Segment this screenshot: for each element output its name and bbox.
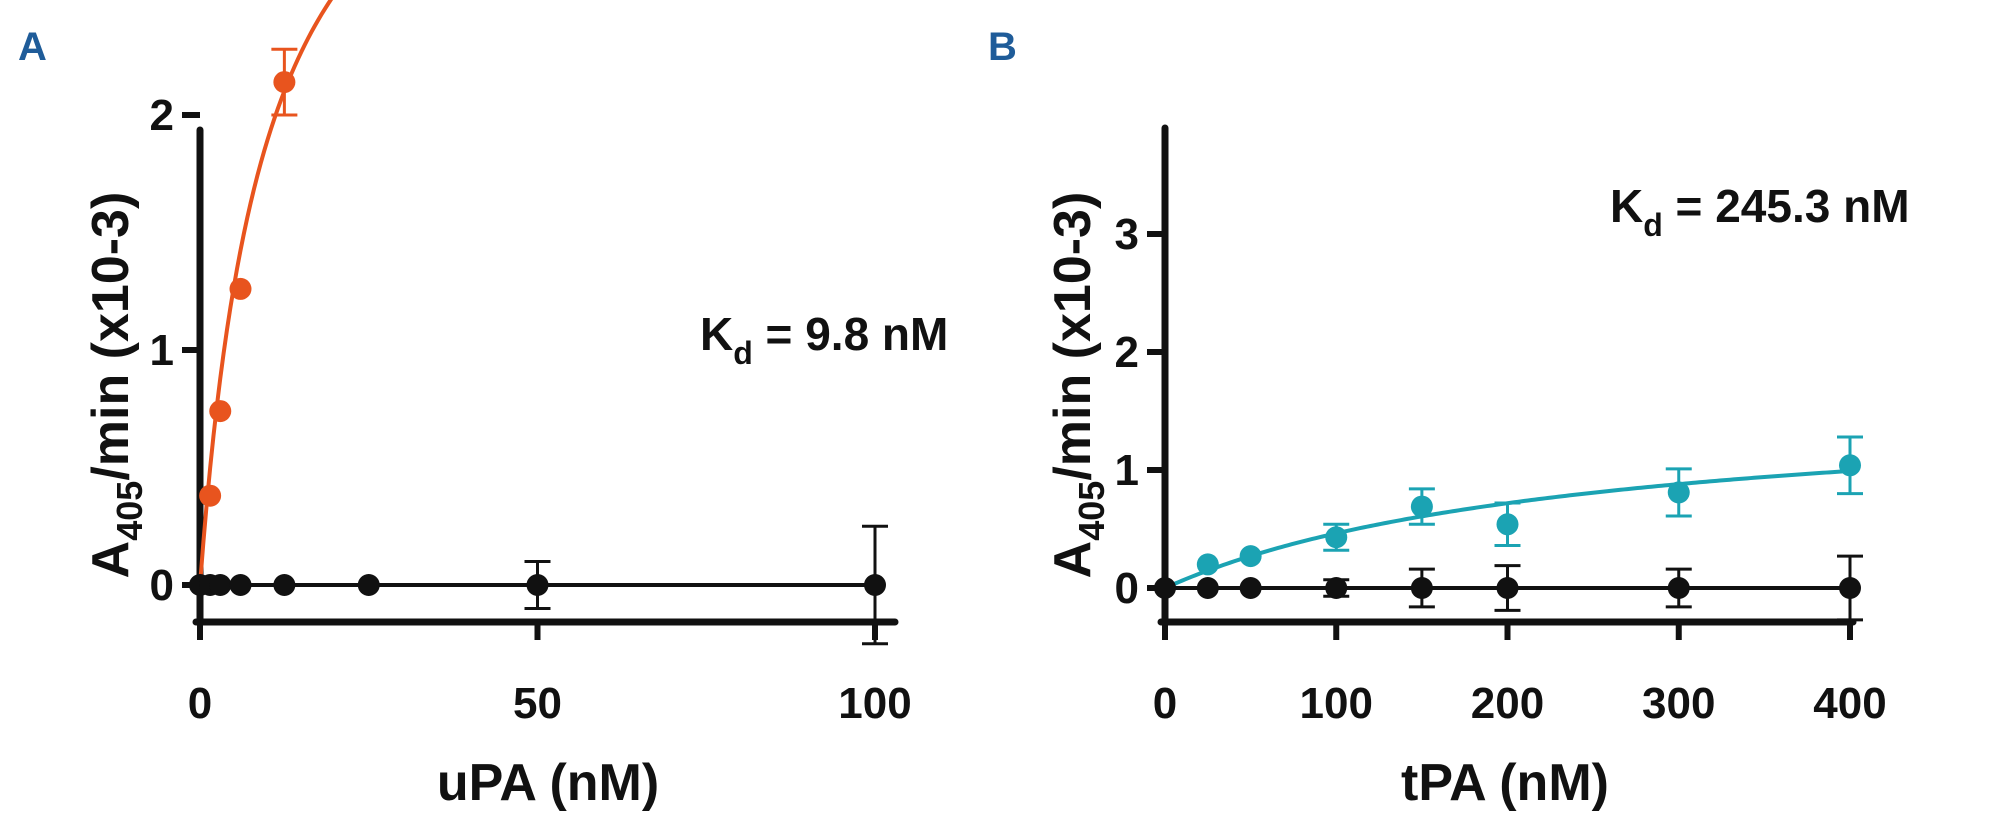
x-tick-label: 0 [1153,679,1177,728]
specific-point [1410,495,1433,518]
y-axis-label-base: A [1044,541,1102,579]
x-tick-label: 0 [188,679,212,728]
kd-value: = 245.3 nM [1663,180,1910,232]
control-point [1496,577,1519,599]
specific-point [273,71,296,94]
kd-annotation: Kd = 9.8 nM [700,308,948,371]
y-axis-label-sub: 405 [1071,481,1112,541]
x-tick-label: 50 [513,679,562,728]
x-axis-label: tPA (nM) [1401,754,1609,812]
specific-point [1325,526,1348,549]
specific-point [1496,513,1519,536]
kd-symbol: K [700,308,733,360]
specific-point [1667,481,1690,504]
y-tick-label: 3 [1115,210,1139,259]
chart-a: 0123050100uPA (nM)A405/min (x10-3)Kd = 9… [82,0,948,812]
control-point [1667,577,1690,599]
control-point [209,574,232,596]
x-tick-label: 300 [1642,679,1715,728]
control-point [1839,577,1861,599]
chart-b: 0 1 2 3 0 100 200 300 400 tPA (nM) A405/min (x10-3… [1044,124,1910,812]
control-point [864,574,886,596]
specific-point [1839,454,1861,477]
y-axis-label: A405/min (x10-3) [82,192,150,579]
kd-annotation: Kd = 245.3 nM [1610,180,1910,243]
control-point [229,574,252,596]
control-point [1196,577,1219,599]
y-axis-label: A405/min (x10-3) [1044,192,1112,579]
specific-point [199,484,222,507]
control-point [357,574,380,596]
panel-label-b: B [988,25,1017,69]
x-tick-label: 100 [838,679,911,728]
control-point [526,574,549,596]
x-tick-label: 100 [1300,679,1373,728]
specific-point [1239,545,1262,568]
kd-value: = 9.8 nM [753,308,949,360]
y-axis-label-rest: /min (x10-3) [82,192,140,481]
y-tick-label: 1 [150,326,174,375]
kd-subscript: d [733,335,753,371]
x-tick-label: 200 [1471,679,1544,728]
x-tick-label: 400 [1813,679,1886,728]
control-point [1410,577,1433,599]
y-tick-label: 2 [1115,328,1139,377]
kd-subscript: d [1643,207,1663,243]
y-tick-label: 0 [1115,564,1139,613]
y-axis-label-sub: 405 [109,481,150,541]
panel-label-a: A [18,25,47,69]
x-axis-label: uPA (nM) [437,754,659,812]
control-point [1154,577,1176,599]
y-tick-label: 2 [150,91,174,140]
y-tick-label: 1 [1115,446,1139,495]
specific-point [229,277,252,300]
specific-point [1196,553,1219,576]
specific-fit-curve [198,0,334,586]
y-axis-label-base: A [82,541,140,579]
control-point [1325,577,1348,599]
specific-point [209,400,232,423]
control-point [273,574,296,596]
control-point [1239,577,1262,599]
y-tick-label: 0 [150,561,174,610]
y-axis-label-rest: /min (x10-3) [1044,192,1102,481]
kd-symbol: K [1610,180,1643,232]
